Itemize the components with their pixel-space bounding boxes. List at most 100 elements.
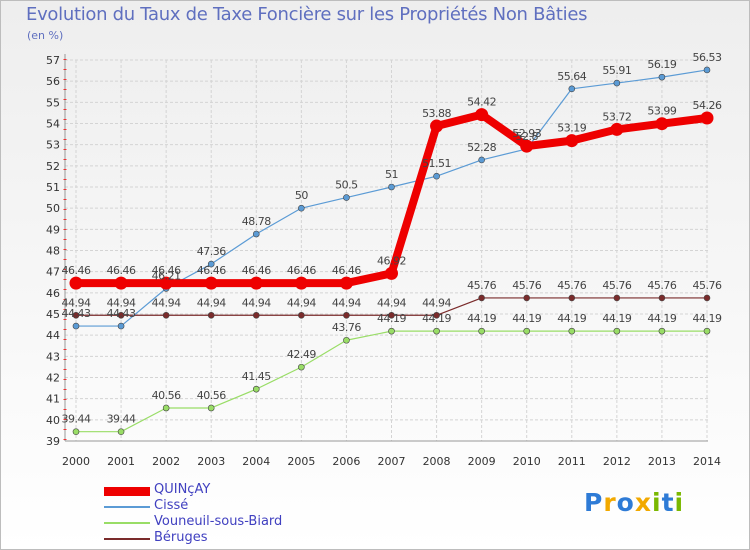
- data-label: 44.94: [287, 296, 316, 309]
- data-label: 46.46: [287, 264, 316, 277]
- logo-letter: r: [603, 488, 617, 517]
- data-point: [72, 311, 80, 319]
- chart-subtitle: (en %): [27, 29, 64, 42]
- legend-label: QUINçAY: [154, 482, 211, 497]
- data-point: [252, 230, 260, 238]
- data-label: 50: [295, 189, 308, 202]
- logo-letter: i: [652, 488, 662, 517]
- legend-label: Vouneuil-sous-Biard: [154, 514, 283, 529]
- grid-lines: [65, 59, 708, 442]
- data-point: [613, 327, 621, 335]
- data-label: 40.56: [197, 389, 226, 402]
- data-label: 44.19: [422, 312, 451, 325]
- data-label: 44.19: [377, 312, 406, 325]
- data-label: 44.94: [242, 296, 271, 309]
- data-label: 46.46: [152, 264, 181, 277]
- data-point: [475, 108, 489, 122]
- data-point: [613, 294, 621, 302]
- y-tick-label: 44: [46, 329, 60, 342]
- legend-swatch: [104, 522, 150, 524]
- data-label: 53.99: [647, 105, 676, 118]
- data-label: 55.64: [557, 70, 586, 83]
- legend-swatch: [104, 506, 150, 508]
- y-tick-label: 56: [46, 75, 60, 88]
- data-label: 43.76: [332, 321, 361, 334]
- x-tick-label: 2013: [648, 455, 676, 468]
- data-point: [568, 327, 576, 335]
- data-point: [658, 73, 666, 81]
- series-quin-ay: [69, 108, 714, 290]
- data-point: [159, 276, 173, 290]
- x-tick-label: 2000: [62, 455, 90, 468]
- data-label: 42.49: [287, 348, 316, 361]
- y-tick-label: 45: [46, 308, 60, 321]
- y-tick-label: 40: [46, 414, 60, 427]
- data-point: [252, 311, 260, 319]
- legend-label: Béruges: [154, 530, 208, 545]
- logo-letter: x: [634, 488, 652, 517]
- data-point: [388, 327, 395, 335]
- data-label: 44.94: [197, 296, 226, 309]
- data-label: 46.46: [107, 264, 136, 277]
- data-label: 44.19: [602, 312, 631, 325]
- data-point: [568, 85, 576, 93]
- data-point: [72, 322, 80, 330]
- data-label: 46.46: [197, 264, 226, 277]
- data-label: 44.94: [422, 296, 451, 309]
- data-point: [478, 294, 485, 302]
- data-point: [162, 311, 170, 319]
- data-label: 44.94: [377, 296, 406, 309]
- x-tick-label: 2004: [242, 455, 270, 468]
- data-label: 56.53: [693, 51, 722, 64]
- y-tick-label: 47: [46, 266, 60, 279]
- x-tick-label: 2002: [152, 455, 180, 468]
- data-point: [523, 294, 531, 302]
- legend-swatch: [104, 486, 150, 496]
- data-label: 52.93: [512, 127, 541, 140]
- x-tick-label: 2007: [378, 455, 406, 468]
- data-label: 41.45: [242, 370, 271, 383]
- chart-title: Evolution du Taux de Taxe Foncière sur l…: [26, 4, 588, 25]
- x-tick-label: 2009: [468, 455, 496, 468]
- logo-letter: P: [584, 488, 604, 517]
- data-point: [298, 204, 305, 212]
- data-label: 54.42: [467, 96, 496, 109]
- data-point: [700, 111, 714, 125]
- data-label: 45.76: [467, 279, 496, 292]
- y-tick-label: 42: [46, 372, 60, 385]
- data-label: 56.19: [647, 58, 676, 71]
- y-tick-label: 50: [46, 202, 60, 215]
- data-point: [655, 117, 669, 131]
- y-tick-label: 39: [46, 435, 60, 448]
- data-point: [478, 156, 485, 164]
- data-point: [433, 327, 440, 335]
- data-point: [430, 119, 444, 133]
- x-tick-label: 2008: [423, 455, 451, 468]
- data-point: [658, 294, 666, 302]
- data-label: 44.43: [107, 307, 136, 320]
- data-point: [703, 327, 711, 335]
- logo-letter: t: [661, 488, 675, 517]
- data-label: 44.94: [332, 296, 361, 309]
- data-point: [610, 122, 624, 136]
- data-point: [703, 66, 711, 74]
- x-tick-label: 2011: [558, 455, 586, 468]
- data-label: 55.91: [602, 64, 631, 77]
- data-label: 44.94: [152, 296, 181, 309]
- data-label: 44.43: [62, 307, 91, 320]
- data-point: [294, 276, 308, 290]
- y-tick-label: 48: [46, 245, 60, 258]
- data-point: [117, 428, 125, 435]
- x-tick-label: 2006: [332, 455, 360, 468]
- data-point: [117, 311, 125, 319]
- proxiti-logo: Proxiti: [584, 488, 684, 517]
- data-label: 39.44: [62, 413, 91, 426]
- data-label: 44.19: [693, 312, 722, 325]
- data-point: [385, 266, 398, 280]
- data-point: [433, 172, 440, 180]
- data-label: 44.94: [62, 296, 91, 309]
- series-b-ruges: [72, 294, 711, 319]
- x-tick-label: 2005: [287, 455, 315, 468]
- data-point: [339, 276, 353, 290]
